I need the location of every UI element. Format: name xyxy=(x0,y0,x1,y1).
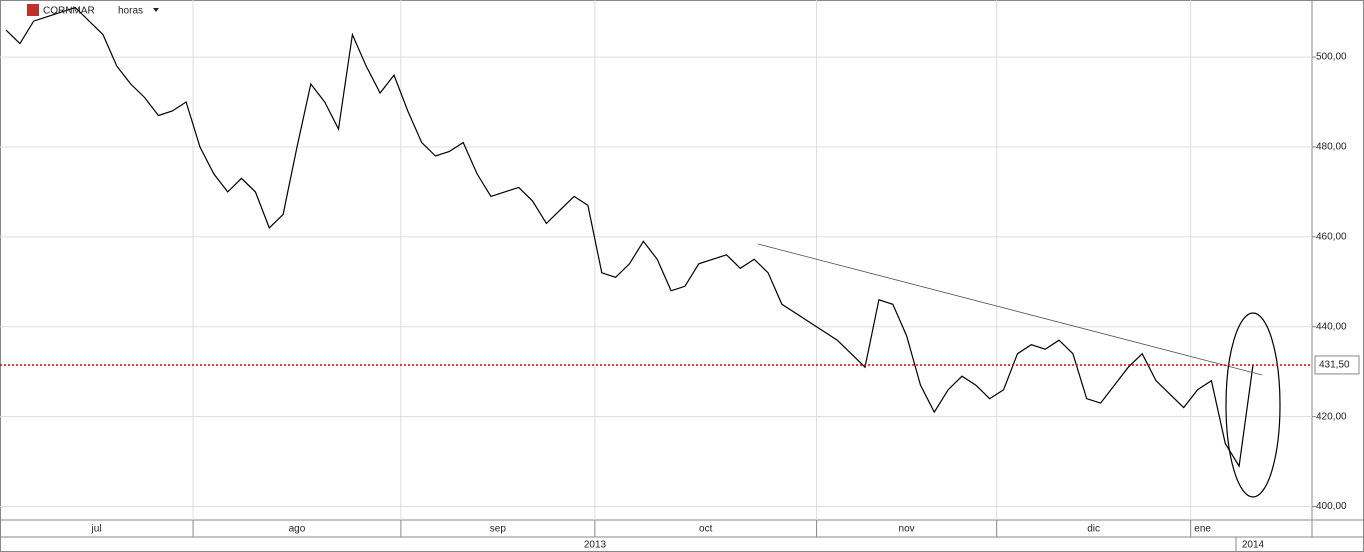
year-label: 2013 xyxy=(584,540,607,551)
x-tick-label: dic xyxy=(1087,524,1100,535)
y-tick-label: 420,00 xyxy=(1316,411,1347,422)
price-line xyxy=(5,6,1254,468)
dropdown-arrow[interactable] xyxy=(153,8,159,12)
last-price-label: 431,50 xyxy=(1319,360,1350,371)
last-price-box xyxy=(1314,355,1360,375)
x-tick-label: ago xyxy=(289,524,306,535)
period: horas xyxy=(118,6,143,17)
trendline xyxy=(757,243,1263,376)
highlight-ellipse xyxy=(1225,312,1281,498)
year-label: 2014 xyxy=(1242,540,1265,551)
x-tick-label: nov xyxy=(899,524,915,535)
x-tick-label: ene xyxy=(1194,524,1211,535)
y-tick-label: 460,00 xyxy=(1316,231,1347,242)
y-tick-label: 500,00 xyxy=(1316,52,1347,63)
y-tick-label: 480,00 xyxy=(1316,142,1347,153)
grid xyxy=(0,0,1312,520)
x-tick-label: jul xyxy=(91,524,102,535)
symbol: CORNMAR xyxy=(43,6,95,17)
plot xyxy=(5,6,1254,468)
x-tick-label: sep xyxy=(490,524,507,535)
y-tick-label: 440,00 xyxy=(1316,321,1347,332)
x-tick-label: oct xyxy=(699,524,713,535)
symbol-icon xyxy=(27,4,39,16)
y-tick-label: 400,00 xyxy=(1316,501,1347,512)
